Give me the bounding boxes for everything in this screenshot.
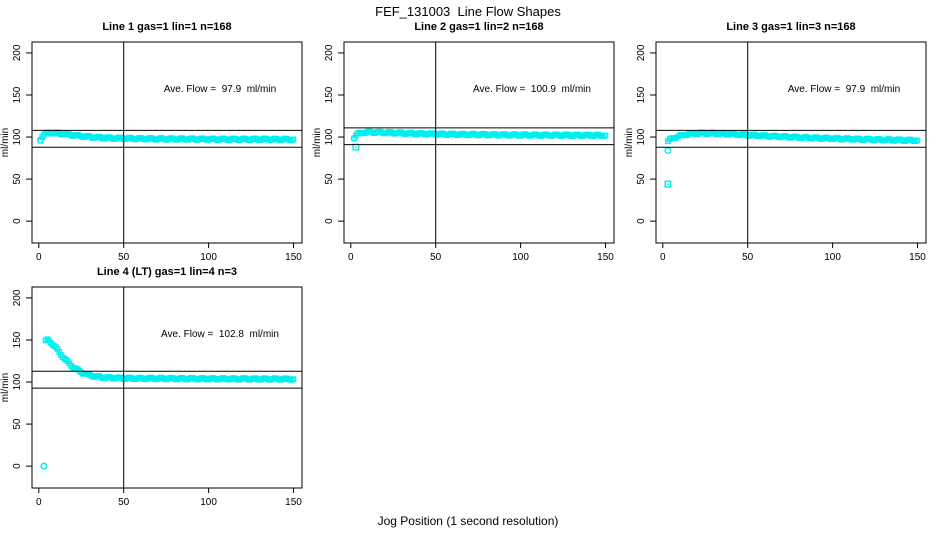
svg-text:0: 0 bbox=[324, 218, 335, 224]
svg-text:150: 150 bbox=[324, 86, 335, 103]
x-axis-label: Jog Position (1 second resolution) bbox=[377, 514, 559, 528]
ave-flow-annotation-line3: Ave. Flow = 97.9 ml/min bbox=[787, 84, 901, 95]
plot-canvas-line4: 0 50 100 150 0 50 100 150 200 ml/min bbox=[0, 286, 303, 508]
plot-canvas-line3: 0 50 100 150 0 50 100 150 200 ml/min bbox=[624, 41, 927, 263]
svg-text:50: 50 bbox=[12, 418, 23, 430]
svg-text:150: 150 bbox=[636, 86, 647, 103]
subplot-line4: 0 50 100 150 0 50 100 150 200 ml/min Line 4 (LT) … bbox=[0, 265, 312, 517]
subplot-line2: 0 50 100 150 0 50 100 150 200 ml/min Line 2 gas=1… bbox=[312, 20, 624, 272]
svg-text:200: 200 bbox=[12, 44, 23, 61]
subplot-title-line2: Line 2 gas=1 lin=2 n=168 bbox=[414, 21, 544, 33]
subplot-title-line3: Line 3 gas=1 lin=3 n=168 bbox=[726, 21, 856, 33]
svg-text:0: 0 bbox=[12, 463, 23, 469]
svg-text:150: 150 bbox=[909, 252, 926, 263]
svg-text:150: 150 bbox=[597, 252, 614, 263]
svg-text:100: 100 bbox=[200, 497, 217, 508]
ave-flow-annotation-line4: Ave. Flow = 102.8 ml/min bbox=[161, 329, 279, 340]
svg-text:0: 0 bbox=[660, 252, 666, 263]
svg-text:200: 200 bbox=[324, 44, 335, 61]
svg-text:100: 100 bbox=[324, 128, 335, 145]
svg-text:50: 50 bbox=[430, 252, 442, 263]
svg-text:50: 50 bbox=[324, 173, 335, 185]
svg-text:ml/min: ml/min bbox=[0, 128, 11, 157]
svg-text:50: 50 bbox=[636, 173, 647, 185]
svg-text:50: 50 bbox=[118, 252, 130, 263]
svg-text:ml/min: ml/min bbox=[312, 128, 323, 157]
svg-text:ml/min: ml/min bbox=[624, 128, 635, 157]
svg-text:0: 0 bbox=[12, 218, 23, 224]
svg-text:50: 50 bbox=[12, 173, 23, 185]
svg-text:150: 150 bbox=[285, 497, 302, 508]
svg-text:150: 150 bbox=[285, 252, 302, 263]
svg-text:100: 100 bbox=[512, 252, 529, 263]
svg-text:0: 0 bbox=[36, 252, 42, 263]
svg-text:200: 200 bbox=[636, 44, 647, 61]
svg-text:0: 0 bbox=[636, 218, 647, 224]
svg-text:100: 100 bbox=[824, 252, 841, 263]
svg-text:0: 0 bbox=[348, 252, 354, 263]
svg-text:50: 50 bbox=[742, 252, 754, 263]
svg-text:0: 0 bbox=[36, 497, 42, 508]
svg-text:150: 150 bbox=[12, 86, 23, 103]
figure-title: FEF_131003 Line Flow Shapes bbox=[375, 4, 561, 19]
svg-text:100: 100 bbox=[200, 252, 217, 263]
ave-flow-annotation-line1: Ave. Flow = 97.9 ml/min bbox=[163, 84, 277, 95]
subplot-line1: 0 50 100 150 0 50 100 150 200 ml/min Line 1 gas=1… bbox=[0, 20, 312, 272]
svg-text:150: 150 bbox=[12, 331, 23, 348]
subplot-title-line1: Line 1 gas=1 lin=1 n=168 bbox=[102, 21, 232, 33]
subplot-title-line4: Line 4 (LT) gas=1 lin=4 n=3 bbox=[96, 266, 238, 278]
subplot-line3: 0 50 100 150 0 50 100 150 200 ml/min Line 3 gas=1… bbox=[624, 20, 936, 272]
svg-text:100: 100 bbox=[636, 128, 647, 145]
plot-canvas-line1: 0 50 100 150 0 50 100 150 200 ml/min bbox=[0, 41, 303, 263]
svg-text:100: 100 bbox=[12, 128, 23, 145]
svg-text:50: 50 bbox=[118, 497, 130, 508]
svg-text:ml/min: ml/min bbox=[0, 373, 11, 402]
svg-text:100: 100 bbox=[12, 373, 23, 390]
ave-flow-annotation-line2: Ave. Flow = 100.9 ml/min bbox=[473, 84, 591, 95]
plot-canvas-line2: 0 50 100 150 0 50 100 150 200 ml/min bbox=[312, 41, 615, 263]
svg-text:200: 200 bbox=[12, 289, 23, 306]
